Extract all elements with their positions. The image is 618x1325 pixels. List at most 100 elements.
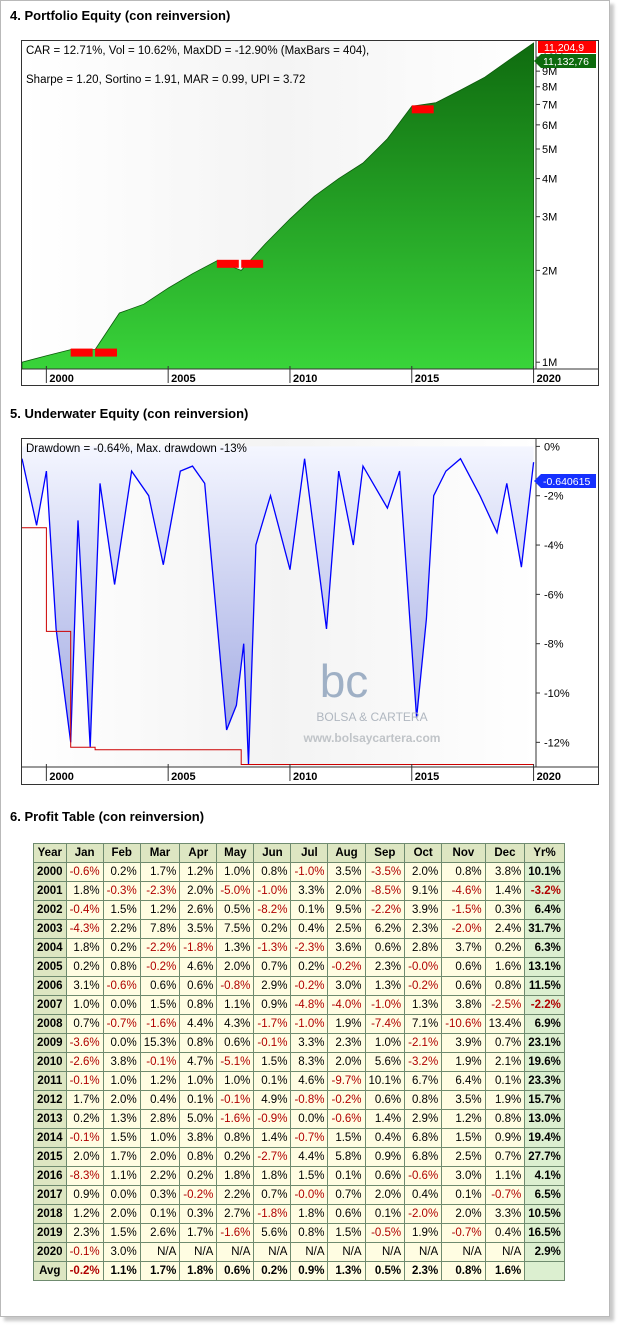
month-cell: 1.0% [364,1033,406,1053]
month-cell: -3.2% [404,1052,443,1072]
month-cell: 3.8% [484,862,526,882]
month-cell: 2.0% [102,1204,141,1224]
underwater-drawdown-line [21,457,535,765]
equity-y-tick-label: 3M [542,212,557,224]
month-cell: 1.0% [102,1071,141,1091]
month-cell: 4.4% [290,1147,329,1167]
month-cell: -2.5% [484,995,526,1015]
equity-x-tick-label: 2020 [537,373,561,385]
equity-drawdown-mark [216,259,239,268]
month-cell: 2.0% [364,1185,406,1205]
month-cell: 3.1% [65,976,104,996]
month-cell: -0.0% [290,1185,329,1205]
average-month-cell: 1.8% [179,1261,218,1281]
month-cell: 2.3% [364,957,406,977]
month-cell: -1.8% [179,938,218,958]
table-row: 2020 -0.1% 3.0% N/A N/A N/A N/A N/A N/A N/A N/A N/A… [33,1242,565,1262]
average-month-cell: 0.9% [290,1261,329,1281]
month-cell: 0.8% [484,1109,526,1129]
month-cell: -0.6% [102,976,141,996]
profit-section-title: 6. Profit Table (con reinversion) [10,809,205,824]
month-cell: 0.8% [102,957,141,977]
table-row: 2011 -0.1% 1.0% 1.2% 1.0% 1.0% 0.1% 4.6% -9.7% 10… [33,1071,565,1091]
watermark-url: www.bolsaycartera.com [303,731,441,745]
month-cell: 5.0% [179,1109,218,1129]
month-cell: 2.8% [404,938,443,958]
equity-chart-panel: 1M2M3M4M5M6M7M8M9M10M2000200520102015202… [21,40,599,386]
month-cell: -0.1% [253,1033,292,1053]
month-cell: -1.6% [216,1109,255,1129]
month-cell: 0.6% [364,1090,406,1110]
month-cell: 1.4% [364,1109,406,1129]
month-cell: 6.4% [441,1071,486,1091]
month-cell: 0.7% [253,1185,292,1205]
month-cell: N/A [290,1242,329,1262]
table-row: 2013 0.2% 1.3% 2.8% 5.0% -1.6% -0.9% 0.0% -0.6% 1… [33,1109,565,1129]
column-header: Year [33,843,67,863]
month-cell: 3.5% [179,919,218,939]
month-cell: 1.4% [484,881,526,901]
month-cell: -1.7% [253,1014,292,1034]
month-cell: 2.0% [139,1147,181,1167]
month-cell: 5.6% [253,1223,292,1243]
month-cell: 4.7% [179,1052,218,1072]
year-total-cell: 16.5% [524,1223,565,1243]
month-cell: -0.5% [364,1223,406,1243]
month-cell: 1.5% [327,1128,366,1148]
table-row: 2004 1.8% 0.2% -2.2% -1.8% 1.3% -1.3% -2.3% 3.6%… [33,938,565,958]
month-cell: 0.2% [253,919,292,939]
table-row: 2009 -3.6% 0.0% 15.3% 0.8% 0.6% -0.1% 3.3% 2.3% 1… [33,1033,565,1053]
month-cell: 0.8% [404,1090,443,1110]
year-cell: 2003 [33,919,67,939]
column-header: Jan [65,843,104,863]
month-cell: -1.3% [253,938,292,958]
month-cell: 0.5% [216,900,255,920]
month-cell: N/A [179,1242,218,1262]
year-cell: 2016 [33,1166,67,1186]
month-cell: -0.2% [179,1185,218,1205]
month-cell: 1.6% [484,957,526,977]
table-row: 2000 -0.6% 0.2% 1.7% 1.2% 1.0% 0.8% -1.0% 3.5% -3… [33,862,565,882]
month-cell: 0.1% [290,900,329,920]
month-cell: N/A [253,1242,292,1262]
month-cell: 2.8% [139,1109,181,1129]
year-total-cell: 13.1% [524,957,565,977]
month-cell: 0.0% [102,1185,141,1205]
underwater-y-tick-label: -2% [544,491,564,503]
month-cell: -0.6% [404,1166,443,1186]
month-cell: -0.7% [102,1014,141,1034]
column-header: Nov [441,843,486,863]
month-cell: 1.2% [139,1071,181,1091]
equity-last-marker [534,54,596,68]
equity-y-tick-label: 1M [542,357,557,369]
month-cell: -3.6% [65,1033,104,1053]
table-row: 2001 1.8% -0.3% -2.3% 2.0% -5.0% -1.0% 3.3% 2.0%… [33,881,565,901]
profit-table-header: Year Jan Feb Mar Apr May Jun Jul Aug Sep Oct Nov Dec… [33,843,565,863]
month-cell: 0.7% [253,957,292,977]
month-cell: 6.8% [404,1128,443,1148]
month-cell: -0.6% [65,862,104,882]
month-cell: -0.8% [216,976,255,996]
month-cell: 0.4% [404,1185,443,1205]
month-cell: 1.5% [102,900,141,920]
month-cell: N/A [364,1242,406,1262]
month-cell: -0.3% [102,881,141,901]
month-cell: 3.0% [441,1166,486,1186]
month-cell: -0.1% [65,1071,104,1091]
underwater-section-title: 5. Underwater Equity (con reinversion) [10,406,249,421]
month-cell: 1.7% [65,1090,104,1110]
month-cell: 6.2% [364,919,406,939]
month-cell: -0.6% [327,1109,366,1129]
month-cell: -8.3% [65,1166,104,1186]
month-cell: -1.0% [290,862,329,882]
month-cell: -2.0% [441,919,486,939]
equity-last-marker-label: 11,132,76 [543,56,589,68]
year-total-cell: 19.4% [524,1128,565,1148]
month-cell: 1.9% [404,1223,443,1243]
month-cell: -0.1% [65,1242,104,1262]
year-total-cell: 27.7% [524,1147,565,1167]
month-cell: -3.5% [364,862,406,882]
month-cell: 3.0% [327,976,366,996]
month-cell: 0.4% [484,1223,526,1243]
month-cell: -1.6% [139,1014,181,1034]
